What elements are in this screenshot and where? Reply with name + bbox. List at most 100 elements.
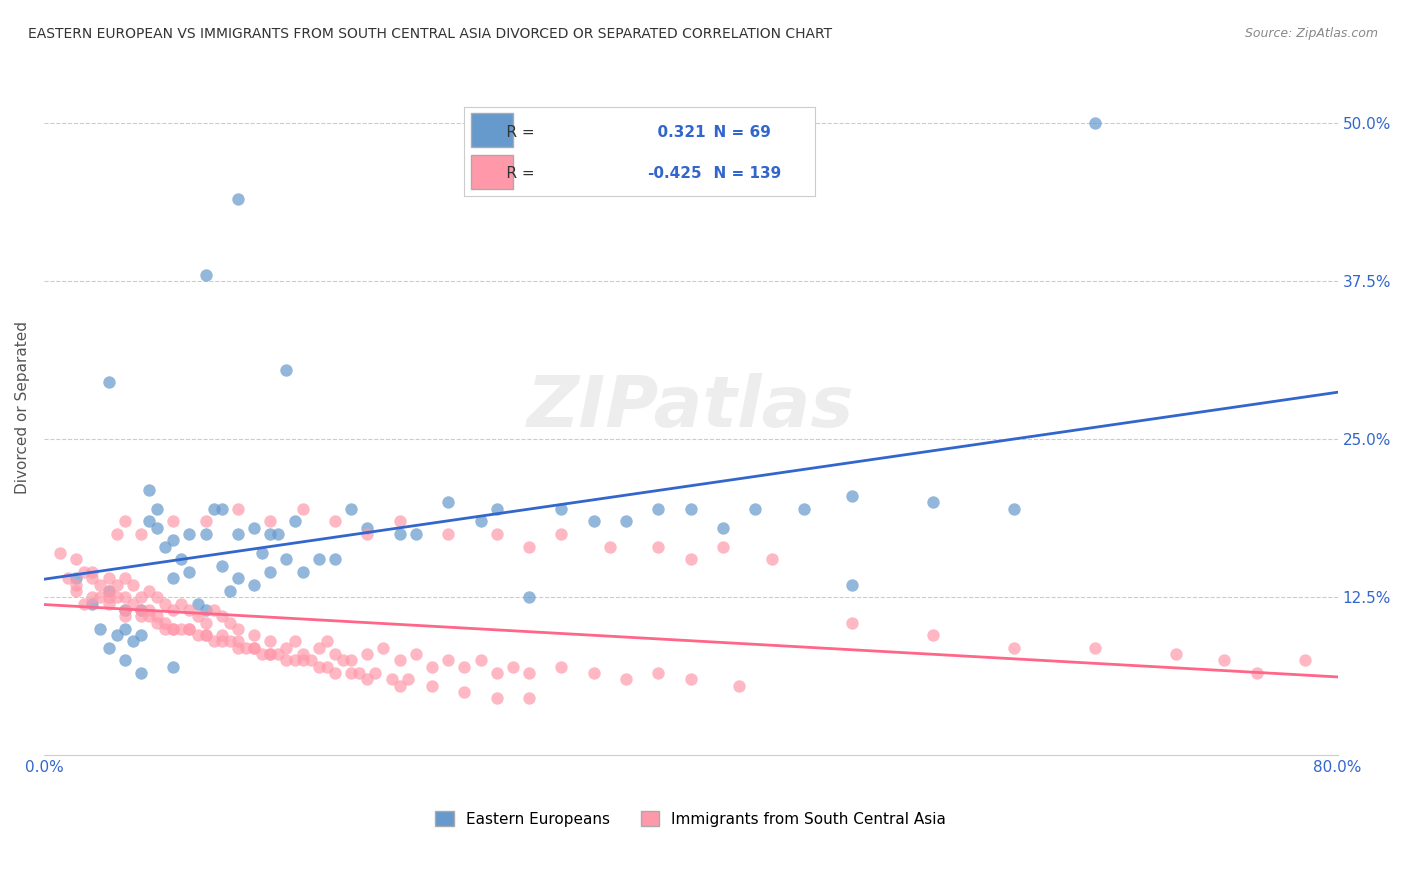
Point	[211, 634, 233, 648]
Point	[194, 527, 217, 541]
Point	[922, 495, 945, 509]
Point	[502, 660, 524, 674]
Point	[89, 577, 111, 591]
Point	[146, 501, 169, 516]
Point	[340, 653, 363, 667]
Point	[259, 514, 281, 528]
Bar	[471, 113, 513, 147]
Point	[356, 527, 378, 541]
Point	[388, 514, 411, 528]
Point	[226, 192, 249, 206]
Point	[243, 640, 266, 655]
Point	[437, 527, 460, 541]
Point	[267, 647, 290, 661]
Point	[453, 660, 475, 674]
Point	[89, 622, 111, 636]
Point	[129, 603, 152, 617]
Point	[97, 597, 120, 611]
Point	[922, 628, 945, 642]
Point	[146, 615, 169, 630]
Point	[267, 527, 290, 541]
Point	[146, 521, 169, 535]
Point	[218, 634, 240, 648]
Point	[179, 565, 201, 579]
Point	[332, 653, 354, 667]
Point	[73, 565, 96, 579]
Y-axis label: Divorced or Separated: Divorced or Separated	[15, 321, 30, 494]
Point	[186, 628, 208, 642]
Point	[153, 540, 176, 554]
Point	[517, 691, 540, 706]
Point	[250, 546, 273, 560]
Point	[97, 583, 120, 598]
Point	[793, 501, 815, 516]
Point	[82, 571, 104, 585]
Point	[226, 527, 249, 541]
Point	[129, 591, 152, 605]
Point	[202, 603, 225, 617]
Point	[420, 660, 443, 674]
Point	[65, 583, 87, 598]
Point	[105, 527, 128, 541]
Point	[218, 583, 240, 598]
Point	[226, 571, 249, 585]
Point	[138, 483, 160, 497]
Point	[283, 653, 305, 667]
Point	[283, 634, 305, 648]
Point	[388, 527, 411, 541]
Point	[186, 597, 208, 611]
Point	[114, 591, 136, 605]
Point	[235, 640, 257, 655]
Point	[114, 603, 136, 617]
Point	[114, 609, 136, 624]
Point	[381, 673, 404, 687]
Point	[647, 501, 669, 516]
Point	[550, 501, 572, 516]
Point	[97, 583, 120, 598]
Point	[453, 685, 475, 699]
Point	[276, 552, 298, 566]
Legend: Eastern Europeans, Immigrants from South Central Asia: Eastern Europeans, Immigrants from South…	[429, 805, 952, 833]
Text: EASTERN EUROPEAN VS IMMIGRANTS FROM SOUTH CENTRAL ASIA DIVORCED OR SEPARATED COR: EASTERN EUROPEAN VS IMMIGRANTS FROM SOUT…	[28, 27, 832, 41]
Point	[194, 628, 217, 642]
Point	[405, 527, 427, 541]
Point	[485, 691, 508, 706]
Point	[1084, 640, 1107, 655]
Point	[138, 609, 160, 624]
Point	[308, 552, 330, 566]
Point	[146, 609, 169, 624]
Point	[349, 666, 371, 681]
Point	[1294, 653, 1316, 667]
Point	[291, 647, 314, 661]
Point	[582, 514, 605, 528]
Point	[259, 634, 281, 648]
Point	[211, 628, 233, 642]
Point	[291, 565, 314, 579]
Point	[405, 647, 427, 661]
Point	[470, 514, 492, 528]
Text: ZIPatlas: ZIPatlas	[527, 373, 855, 442]
Text: R =: R =	[481, 125, 534, 139]
Text: R =: R =	[481, 167, 534, 181]
Point	[291, 653, 314, 667]
Bar	[471, 155, 513, 189]
Point	[162, 603, 184, 617]
Point	[56, 571, 79, 585]
Point	[89, 591, 111, 605]
Point	[373, 640, 395, 655]
Point	[65, 571, 87, 585]
Point	[517, 666, 540, 681]
Point	[211, 558, 233, 573]
Point	[138, 514, 160, 528]
Point	[259, 527, 281, 541]
Point	[517, 540, 540, 554]
Point	[728, 679, 751, 693]
Point	[599, 540, 621, 554]
Point	[550, 527, 572, 541]
Point	[97, 375, 120, 389]
Point	[97, 591, 120, 605]
Point	[299, 653, 322, 667]
Point	[162, 622, 184, 636]
Point	[153, 597, 176, 611]
Point	[485, 527, 508, 541]
